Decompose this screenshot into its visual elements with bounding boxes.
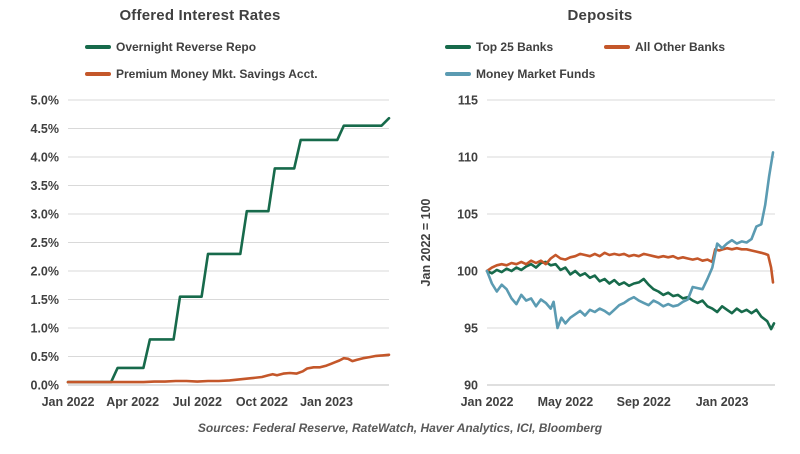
y-tick-label: 2.5% <box>31 236 60 250</box>
y-tick-label: 4.5% <box>31 122 60 136</box>
y-tick-label: 110 <box>458 151 478 165</box>
legend-item-money-market-funds: Money Market Funds <box>445 67 604 81</box>
x-tick-label: Jan 2023 <box>696 395 749 409</box>
x-tick-label: Sep 2022 <box>617 395 671 409</box>
y-tick-label: 95 <box>464 322 478 336</box>
series-line-money-market-funds <box>485 151 775 330</box>
x-tick-label: May 2022 <box>538 395 594 409</box>
legend-label: Overnight Reverse Repo <box>116 39 257 54</box>
y-tick-label: 0.5% <box>31 350 60 364</box>
legend-item-top-25-banks: Top 25 Banks <box>445 40 604 54</box>
y-tick-label: 3.0% <box>31 208 60 222</box>
y-tick-label: 115 <box>458 94 478 108</box>
legend-row: Overnight Reverse Repo <box>85 33 400 60</box>
legend-line-marker-blue <box>445 71 471 76</box>
legend-label: Money Market Funds <box>476 66 596 81</box>
x-tick-label: Jul 2022 <box>173 395 222 409</box>
y-tick-label: 3.5% <box>31 179 60 193</box>
series-line-overnight-reverse-repo <box>66 116 391 384</box>
chart-title-deposits: Deposits <box>567 7 633 24</box>
x-tick-label: Jan 2022 <box>461 395 514 409</box>
chart-offered-interest-rates: Offered Interest Rates Overnight Reverse… <box>0 0 400 420</box>
y-tick-label: 0.0% <box>31 379 60 393</box>
y-tick-label: 90 <box>464 379 478 393</box>
y-tick-label: 2.0% <box>31 265 60 279</box>
legend-line-marker-orange <box>604 44 630 49</box>
legend-line-marker-green <box>85 44 111 49</box>
chart-deposits: Deposits Top 25 Banks All Other Banks Mone… <box>400 0 800 420</box>
legend-line-marker-orange <box>85 71 111 76</box>
legend-label: Top 25 Banks <box>476 39 554 54</box>
charts-row: Offered Interest Rates Overnight Reverse… <box>0 0 800 420</box>
y-tick-label: 100 <box>457 265 478 279</box>
legend-label: Premium Money Mkt. Savings Acct. <box>116 66 318 81</box>
legend-item-overnight-reverse-repo: Overnight Reverse Repo <box>85 40 256 54</box>
x-tick-label: Apr 2022 <box>106 395 159 409</box>
y-tick-label: 1.0% <box>31 322 60 336</box>
figure-offered-rates-and-deposits: Offered Interest Rates Overnight Reverse… <box>0 0 800 435</box>
y-tick-label: 1.5% <box>31 293 60 307</box>
x-tick-label: Oct 2022 <box>236 395 288 409</box>
y-tick-label: 4.0% <box>31 151 60 165</box>
series-line-all-other-banks <box>485 246 775 284</box>
legend-deposits: Top 25 Banks All Other Banks Money Market … <box>400 30 800 88</box>
legend-line-marker-green <box>445 44 471 49</box>
y-tick-label: 5.0% <box>31 94 60 108</box>
x-tick-label: Jan 2023 <box>300 395 353 409</box>
legend-item-premium-money-mkt-savings-acct: Premium Money Mkt. Savings Acct. <box>85 67 318 81</box>
legend-item-all-other-banks: All Other Banks <box>604 40 763 54</box>
legend-row: Money Market Funds <box>445 60 800 87</box>
x-tick-label: Jan 2022 <box>42 395 95 409</box>
source-note: Sources: Federal Reserve, RateWatch, Hav… <box>197 421 603 435</box>
series-line-top-25-banks <box>485 260 776 331</box>
y-axis-title: Jan 2022 = 100 <box>419 198 433 286</box>
legend-row: Top 25 Banks All Other Banks <box>445 33 800 60</box>
y-tick-label: 105 <box>457 208 478 222</box>
chart-title-offered-interest-rates: Offered Interest Rates <box>119 7 281 24</box>
legend-label: All Other Banks <box>635 39 726 54</box>
series-line-premium-money-mkt-savings-acct <box>66 353 391 384</box>
plot-offered-interest-rates: 0.0% 0.5% 1.0% 1.5% 2.0% 2.5% 3.0% 3.5% 4.0% 4.5%… <box>31 94 391 409</box>
legend-row: Premium Money Mkt. Savings Acct. <box>85 60 400 87</box>
plot-deposits: 90 95 100 105 110 115 Jan 2022 May 2022 Sep 2022… <box>419 94 776 409</box>
legend-offered-interest-rates: Overnight Reverse Repo Premium Money Mkt.… <box>0 30 400 88</box>
